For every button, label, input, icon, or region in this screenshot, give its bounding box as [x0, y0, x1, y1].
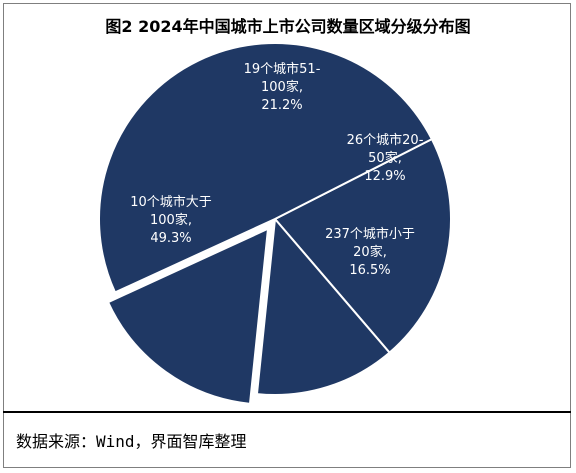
pie-slice-4	[98, 42, 434, 294]
source-note: 数据来源：Wind，界面智库整理	[16, 432, 247, 451]
slice-label-2-line-2: 50家,	[368, 150, 402, 166]
slice-label-1-line-1: 19个城市51-	[244, 61, 321, 77]
slice-label-3-line-1: 237个城市小于	[325, 226, 415, 242]
pie-slice-1	[273, 137, 452, 355]
slice-label-3: 237个城市小于 20家, 16.5%	[325, 226, 415, 278]
slice-label-4-line-3: 49.3%	[150, 231, 191, 246]
pie-slice-2	[255, 216, 391, 396]
slice-label-4-line-2: 100家,	[150, 212, 192, 228]
slice-label-3-line-2: 20家,	[353, 244, 387, 260]
slice-label-4-line-1: 10个城市大于	[130, 194, 212, 210]
slice-label-1-line-3: 21.2%	[261, 98, 302, 113]
slice-label-1-line-2: 100家,	[261, 79, 303, 95]
source-divider	[3, 411, 571, 413]
slice-label-3-line-3: 16.5%	[349, 263, 390, 278]
slice-label-2-line-1: 26个城市20-	[347, 132, 424, 148]
slice-label-4: 10个城市大于 100家, 49.3%	[130, 194, 212, 246]
slice-label-2-line-3: 12.9%	[364, 169, 405, 184]
slice-label-1: 19个城市51- 100家, 21.2%	[244, 61, 321, 113]
chart-title: 图2 2024年中国城市上市公司数量区域分级分布图	[105, 17, 471, 36]
pie-slice-3	[106, 227, 270, 405]
slice-label-2: 26个城市20- 50家, 12.9%	[347, 132, 424, 184]
